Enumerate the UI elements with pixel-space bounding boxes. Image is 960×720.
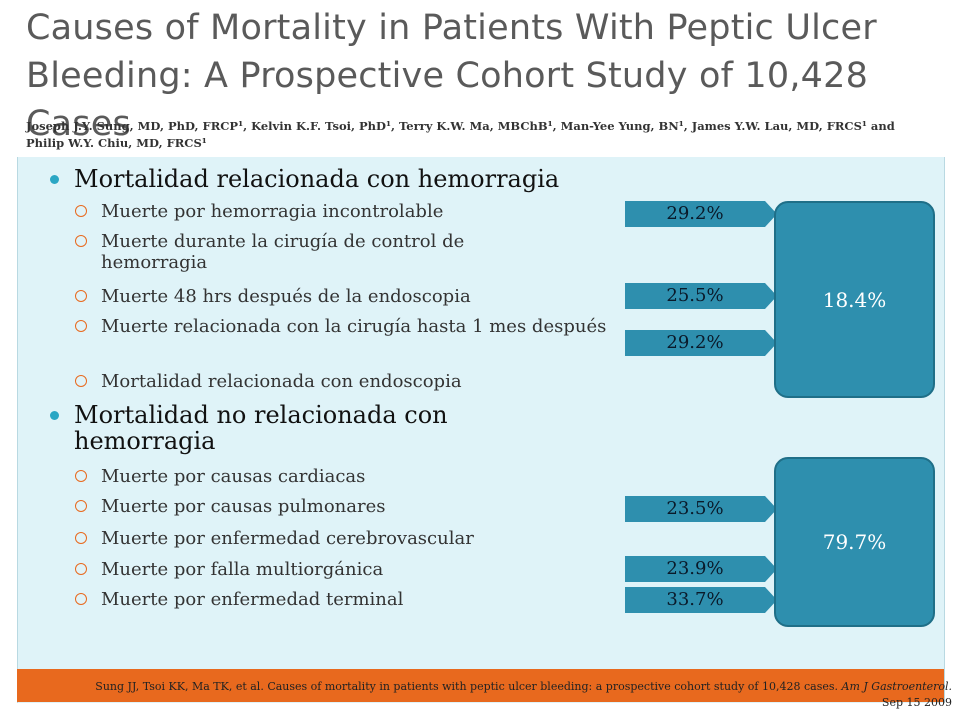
list-item: Mortalidad relacionada con endoscopia: [75, 371, 462, 392]
section-heading-text: Mortalidad no relacionada con hemorragia: [74, 401, 448, 455]
list-item-text: Muerte durante la cirugía de control de …: [101, 231, 465, 273]
circle-bullet-icon: [75, 470, 87, 482]
list-item: Muerte por hemorragia incontrolable: [75, 201, 444, 222]
circle-bullet-icon: [75, 500, 87, 512]
list-item-text: Muerte por enfermedad terminal: [101, 589, 404, 610]
group-total-bleeding: 18.4%: [774, 201, 935, 398]
list-item: Muerte por causas pulmonares: [75, 496, 386, 517]
section-heading-text: Mortalidad relacionada con hemorragia: [74, 165, 560, 193]
percent-tag-text: 33.7%: [666, 589, 724, 610]
list-item: Muerte durante la cirugía de control de …: [75, 231, 571, 273]
percent-tag-text: 29.2%: [666, 332, 724, 353]
percent-tag-text: 23.5%: [666, 498, 724, 519]
list-item: Muerte por falla multiorgánica: [75, 559, 384, 580]
section-heading-bleeding-related: Mortalidad relacionada con hemorragia: [50, 165, 560, 193]
percent-tag: 23.9%: [625, 556, 777, 582]
list-item-text: Muerte relacionada con la cirugía hasta …: [101, 316, 607, 337]
percent-tag-text: 29.2%: [666, 203, 724, 224]
list-item: Muerte relacionada con la cirugía hasta …: [75, 316, 621, 337]
percent-tag: 33.7%: [625, 587, 777, 613]
list-item-text: Muerte por causas cardiacas: [101, 466, 366, 487]
citation-journal: Am J Gastroenterol.: [841, 680, 953, 693]
list-item: Muerte 48 hrs después de la endoscopia: [75, 286, 471, 307]
author-list: Joseph J.Y. Sung, MD, PhD, FRCP¹, Kelvin…: [26, 119, 895, 150]
percent-tag: 29.2%: [625, 201, 777, 227]
list-item-text: Muerte por falla multiorgánica: [101, 559, 384, 580]
list-item-text: Muerte por causas pulmonares: [101, 496, 386, 517]
list-item: Muerte por causas cardiacas: [75, 466, 366, 487]
group-total-text: 18.4%: [822, 287, 887, 312]
list-item-text: Muerte por enfermedad cerebrovascular: [101, 528, 474, 549]
list-item-text: Mortalidad relacionada con endoscopia: [101, 371, 462, 392]
circle-bullet-icon: [75, 290, 87, 302]
group-total-text: 79.7%: [822, 530, 887, 554]
circle-bullet-icon: [75, 563, 87, 575]
percent-tag: 29.2%: [625, 330, 777, 356]
list-item: Muerte por enfermedad terminal: [75, 589, 404, 610]
percent-tag-text: 23.9%: [666, 558, 724, 579]
section-heading-non-bleeding: Mortalidad no relacionada con hemorragia: [50, 401, 594, 455]
circle-bullet-icon: [75, 593, 87, 605]
citation: Sung JJ, Tsoi KK, Ma TK, et al. Causes o…: [80, 679, 952, 711]
list-item: Muerte por enfermedad cerebrovascular: [75, 528, 474, 549]
list-item-text: Muerte por hemorragia incontrolable: [101, 201, 444, 222]
circle-bullet-icon: [75, 205, 87, 217]
footer-bar: [17, 669, 944, 702]
circle-bullet-icon: [75, 532, 87, 544]
list-item-text: Muerte 48 hrs después de la endoscopia: [101, 286, 471, 307]
bullet-dot-icon: [50, 411, 59, 420]
group-total-non-bleeding: 79.7%: [774, 457, 935, 627]
page-title: Causes of Mortality in Patients With Pep…: [26, 8, 877, 144]
circle-bullet-icon: [75, 320, 87, 332]
circle-bullet-icon: [75, 375, 87, 387]
percent-tag: 23.5%: [625, 496, 777, 522]
citation-date: Sep 15 2009: [881, 696, 952, 709]
citation-main: Sung JJ, Tsoi KK, Ma TK, et al. Causes o…: [95, 680, 838, 693]
bullet-dot-icon: [50, 175, 59, 184]
percent-tag-text: 25.5%: [666, 285, 724, 306]
circle-bullet-icon: [75, 235, 87, 247]
percent-tag: 25.5%: [625, 283, 777, 309]
